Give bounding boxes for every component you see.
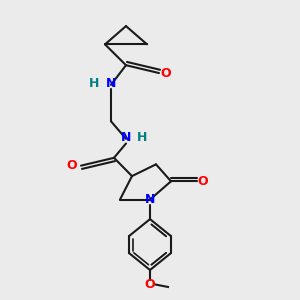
Text: O: O [145, 278, 155, 291]
Text: N: N [145, 193, 155, 206]
Text: O: O [198, 175, 208, 188]
Text: H: H [89, 77, 100, 90]
Text: O: O [67, 159, 77, 172]
Text: H: H [137, 131, 148, 144]
Text: O: O [160, 67, 171, 80]
Text: N: N [106, 77, 116, 90]
Text: N: N [121, 131, 131, 144]
